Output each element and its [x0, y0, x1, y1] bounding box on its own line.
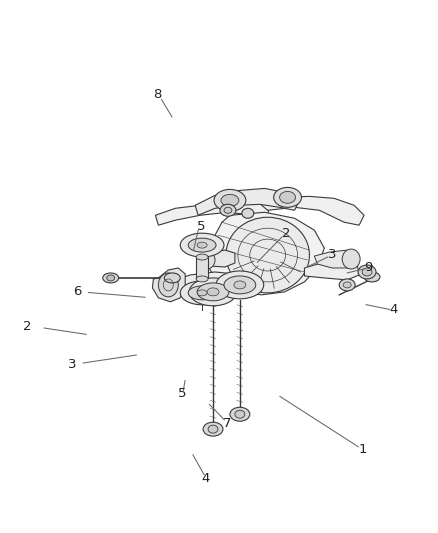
Ellipse shape	[189, 278, 237, 306]
Ellipse shape	[274, 188, 301, 207]
Polygon shape	[208, 212, 324, 295]
Text: 1: 1	[358, 443, 367, 456]
Ellipse shape	[208, 425, 218, 433]
Ellipse shape	[207, 288, 219, 296]
Ellipse shape	[197, 242, 207, 248]
Ellipse shape	[203, 422, 223, 436]
Ellipse shape	[235, 410, 245, 418]
Polygon shape	[200, 250, 235, 267]
Polygon shape	[152, 268, 185, 302]
Text: 2: 2	[23, 320, 32, 333]
Ellipse shape	[196, 254, 208, 260]
Ellipse shape	[224, 207, 232, 213]
Ellipse shape	[224, 276, 256, 294]
Ellipse shape	[358, 265, 376, 279]
Ellipse shape	[180, 281, 224, 305]
Text: 4: 4	[201, 472, 209, 485]
Ellipse shape	[197, 290, 207, 296]
Ellipse shape	[188, 238, 216, 252]
Ellipse shape	[214, 189, 246, 211]
Polygon shape	[314, 250, 359, 268]
Ellipse shape	[107, 275, 115, 281]
Ellipse shape	[342, 249, 360, 269]
Ellipse shape	[242, 208, 254, 218]
Text: 6: 6	[74, 286, 82, 298]
Text: 9: 9	[364, 261, 372, 274]
Ellipse shape	[180, 233, 224, 257]
Ellipse shape	[339, 279, 355, 291]
Ellipse shape	[220, 204, 236, 216]
Ellipse shape	[343, 282, 351, 288]
Ellipse shape	[103, 273, 119, 283]
Text: 3: 3	[67, 358, 76, 371]
Ellipse shape	[199, 251, 215, 269]
Text: 5: 5	[178, 387, 186, 400]
Polygon shape	[304, 260, 359, 280]
Text: 3: 3	[328, 248, 336, 261]
Ellipse shape	[188, 286, 216, 300]
Ellipse shape	[197, 283, 229, 301]
Ellipse shape	[234, 281, 246, 289]
Ellipse shape	[230, 407, 250, 421]
Polygon shape	[195, 188, 300, 215]
Polygon shape	[258, 196, 364, 225]
Polygon shape	[170, 272, 238, 290]
Text: 8: 8	[153, 87, 161, 101]
Text: 5: 5	[197, 220, 205, 233]
Ellipse shape	[159, 273, 178, 297]
Text: 7: 7	[223, 417, 231, 430]
Ellipse shape	[364, 272, 380, 282]
Ellipse shape	[164, 273, 180, 283]
Text: 4: 4	[389, 303, 397, 317]
Ellipse shape	[226, 217, 309, 293]
Ellipse shape	[362, 268, 372, 276]
Bar	[196, 257, 208, 279]
Polygon shape	[155, 200, 270, 225]
Text: 2: 2	[282, 227, 291, 240]
Ellipse shape	[279, 191, 296, 203]
Ellipse shape	[196, 276, 208, 282]
Ellipse shape	[216, 271, 264, 299]
Ellipse shape	[221, 195, 239, 206]
